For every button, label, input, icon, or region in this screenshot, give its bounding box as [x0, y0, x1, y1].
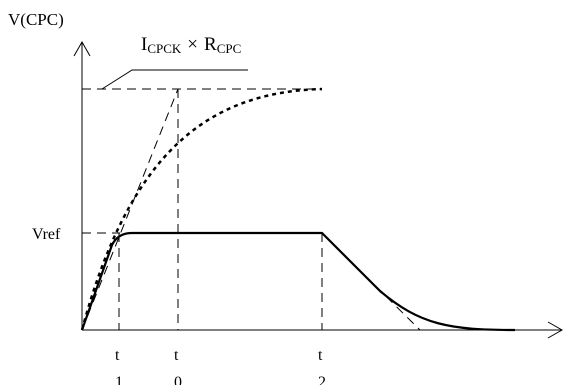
t0-tick-label: t	[174, 347, 179, 364]
annotation-base: I	[141, 34, 147, 55]
t1-tick-label: t	[115, 347, 120, 364]
annotation-base2: R	[204, 34, 217, 55]
x-axis-arrowhead	[547, 321, 564, 339]
annotation-leader-line	[101, 69, 248, 90]
t0-tick-subscript: 0	[174, 374, 182, 385]
vref-label: Vref	[32, 226, 61, 243]
y-axis-label: V(CPC)	[8, 10, 64, 29]
y-axis-arrowhead	[73, 40, 91, 57]
annotation-operator: ×	[187, 34, 198, 55]
t2-tick-label: t	[318, 347, 323, 364]
t2-tick-subscript: 2	[318, 374, 326, 385]
tangent-dashed-line	[81, 88, 179, 331]
t1-tick-subscript: 1	[115, 374, 123, 385]
exponential-dotted-curve	[80, 87, 323, 331]
annotation-sub2: CPC	[217, 41, 242, 56]
annotation-sub1: CPCK	[147, 41, 182, 56]
annotation-formula: ICPCK × RCPC	[141, 34, 241, 56]
clamped-waveform-solid	[80, 231, 516, 332]
